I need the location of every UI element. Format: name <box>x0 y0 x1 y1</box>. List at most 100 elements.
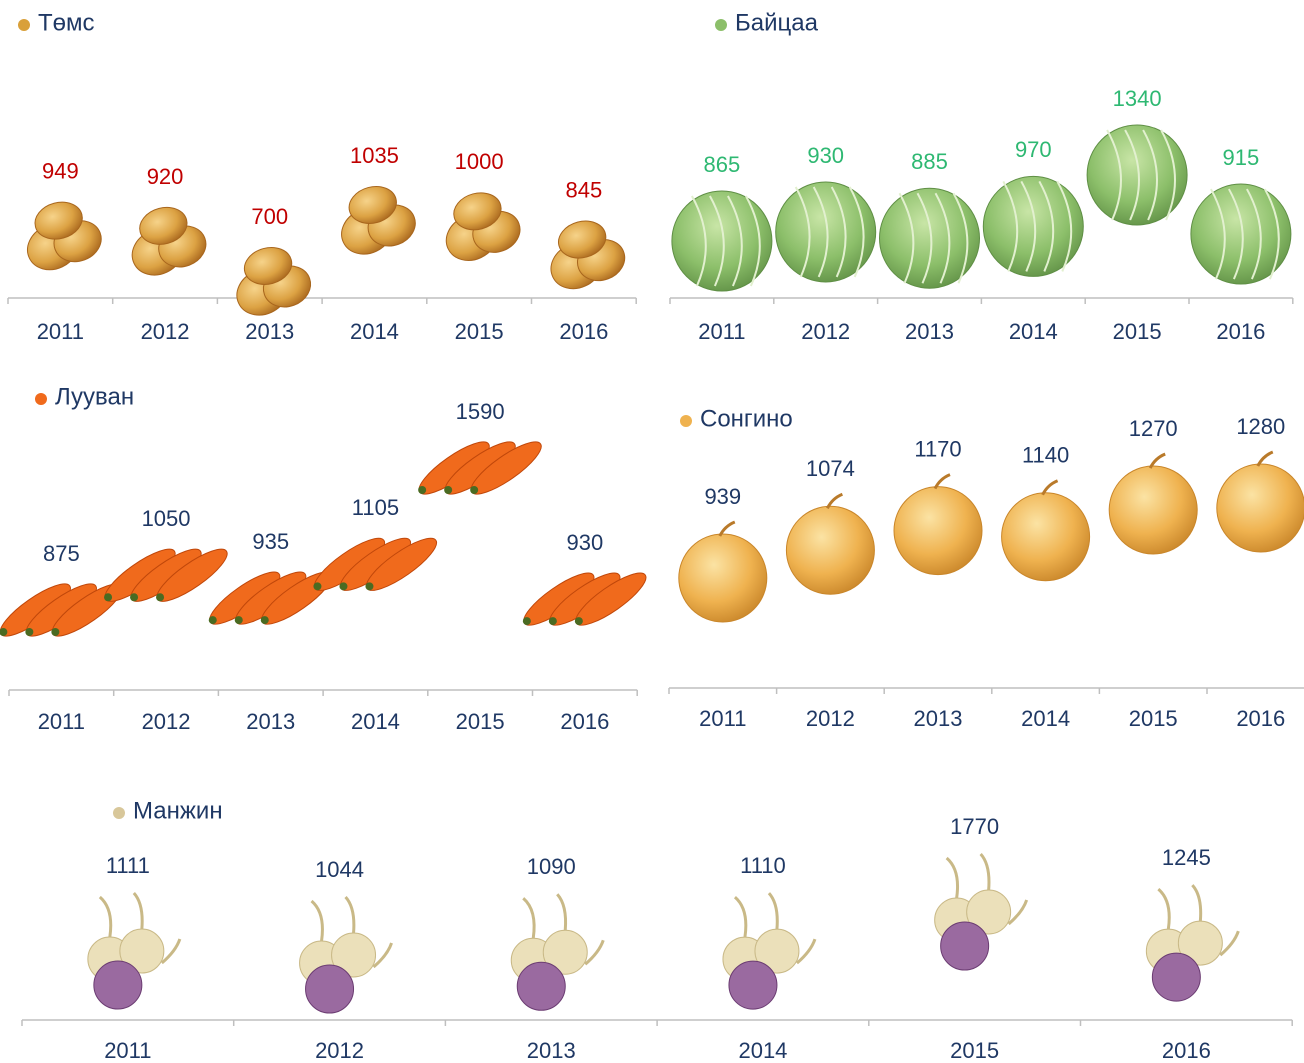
x-tick-label: 2011 <box>37 319 84 344</box>
data-label: 1074 <box>806 456 855 481</box>
potato <box>453 192 502 231</box>
title-icon <box>113 807 125 819</box>
x-tick-label: 2012 <box>142 709 191 734</box>
pictogram <box>982 175 1084 277</box>
data-label: 700 <box>251 204 288 229</box>
potato <box>139 206 188 245</box>
cabbage-vein <box>727 195 743 287</box>
pictogram <box>678 520 768 623</box>
x-tick-label: 2012 <box>801 319 850 344</box>
potato <box>34 201 83 240</box>
data-label: 1140 <box>1022 443 1069 468</box>
chart-title: Сонгино <box>700 405 793 432</box>
cabbage-vein <box>709 195 725 287</box>
turnip <box>1151 952 1201 1002</box>
pictogram <box>104 548 228 602</box>
x-tick-label: 2011 <box>104 1038 151 1063</box>
onion-tip <box>933 473 951 490</box>
onion <box>1216 463 1304 553</box>
pictogram <box>1190 183 1292 285</box>
pictogram <box>236 246 312 316</box>
title-icon <box>715 19 727 31</box>
carrot-top <box>365 582 374 591</box>
cabbage-vein <box>1228 188 1244 280</box>
pictogram <box>341 185 416 255</box>
potato <box>243 246 293 285</box>
turnip-root <box>945 852 1029 926</box>
cabbage-vein <box>1106 129 1122 221</box>
onion <box>893 486 983 576</box>
x-tick-label: 2015 <box>456 709 505 734</box>
x-tick-label: 2013 <box>527 1038 576 1063</box>
pictogram <box>550 220 626 290</box>
turnip-root <box>733 892 817 965</box>
onion <box>1108 465 1198 555</box>
carrot-top <box>548 617 557 626</box>
x-tick-label: 2013 <box>914 706 963 731</box>
pictogram <box>418 441 542 495</box>
x-tick-label: 2015 <box>1129 706 1178 731</box>
x-tick-label: 2016 <box>1236 706 1285 731</box>
x-tick-label: 2012 <box>315 1038 364 1063</box>
pictogram <box>785 492 875 595</box>
cabbage-vein <box>1056 180 1073 272</box>
chart-title: Лууван <box>55 383 134 410</box>
onion-tip <box>826 492 843 509</box>
data-label: 920 <box>147 164 184 189</box>
chart-title: Төмс <box>38 9 95 36</box>
x-tick-label: 2015 <box>455 319 504 344</box>
onion-tip <box>1148 452 1166 469</box>
cabbage-vein <box>1142 129 1158 221</box>
cabbage-vein <box>1038 180 1055 272</box>
x-tick-label: 2011 <box>698 319 745 344</box>
x-tick-label: 2014 <box>1009 319 1058 344</box>
carrot-top <box>313 582 322 591</box>
cabbage-vein <box>1160 129 1176 221</box>
data-label: 1590 <box>456 399 505 424</box>
data-label: 1105 <box>352 495 399 520</box>
data-label: 1044 <box>315 857 364 882</box>
x-tick-label: 2016 <box>560 709 609 734</box>
cabbage-vein <box>794 186 811 278</box>
pictogram <box>879 187 980 289</box>
carrot-top <box>444 486 453 494</box>
chart-title: Манжин <box>133 797 223 824</box>
data-label: 1050 <box>142 506 191 531</box>
title-icon <box>18 19 30 31</box>
carrot-top <box>130 593 139 602</box>
pictogram <box>522 572 647 626</box>
x-tick-label: 2016 <box>1216 319 1265 344</box>
pictogram <box>934 852 1029 971</box>
cabbage <box>775 181 877 283</box>
x-tick-label: 2013 <box>246 709 295 734</box>
cabbage-vein <box>916 192 933 284</box>
title-icon <box>680 415 692 427</box>
x-tick-label: 2015 <box>1113 319 1162 344</box>
carrot-top <box>260 616 269 625</box>
cabbage-vein <box>1002 180 1019 272</box>
data-label: 930 <box>566 530 603 555</box>
pictogram <box>0 583 123 637</box>
pictogram <box>1108 452 1198 555</box>
cabbage-vein <box>1124 129 1140 221</box>
turnip-root <box>310 895 393 969</box>
x-tick-label: 2012 <box>141 319 190 344</box>
chart-title: Байцаа <box>735 9 819 36</box>
x-tick-label: 2014 <box>351 709 400 734</box>
turnip-root <box>1157 884 1240 957</box>
data-label: 875 <box>43 541 80 566</box>
pictogram <box>1001 479 1091 582</box>
cabbage-vein <box>1264 188 1280 280</box>
pictogram <box>510 893 605 1011</box>
pictogram <box>208 571 333 625</box>
cabbage-vein <box>1246 188 1262 280</box>
turnip <box>305 964 355 1014</box>
turnip <box>728 960 778 1010</box>
pictogram <box>1145 884 1240 1002</box>
data-label: 930 <box>807 143 844 168</box>
x-tick-label: 2014 <box>350 319 399 344</box>
data-label: 1110 <box>740 853 786 878</box>
data-label: 1111 <box>106 853 150 878</box>
turnip-root <box>98 892 182 965</box>
data-label: 1035 <box>350 143 399 168</box>
